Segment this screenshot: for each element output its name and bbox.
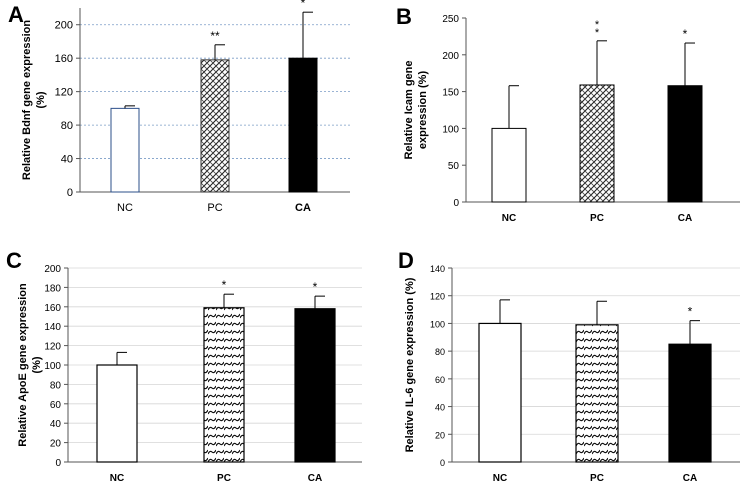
y-tick-label: 60 — [435, 375, 445, 385]
significance-marker: * — [313, 280, 318, 294]
category-label: CA — [678, 213, 692, 224]
y-tick-label: 40 — [61, 154, 73, 166]
category-label: NC — [502, 213, 516, 224]
panel-a: A 0 40 80 120 160 200 Relative Bdnf gene expres… — [8, 0, 350, 214]
significance-marker: * — [688, 305, 693, 319]
category-label: NC — [117, 202, 133, 214]
bar-nc — [96, 364, 138, 463]
bar-pc — [579, 84, 615, 203]
y-tick-label: 80 — [435, 347, 445, 357]
y-axis-label-line: expression (%) — [417, 71, 429, 150]
panel-b: B 0 50 100 150 200 250 Relative Icam gene expres… — [396, 4, 740, 224]
y-tick-label: 180 — [44, 283, 61, 294]
category-label: CA — [683, 473, 697, 484]
significance-marker: * — [595, 19, 600, 31]
y-tick-label: 60 — [50, 400, 62, 411]
y-axis-label: Relative Icam gene expression (%) — [403, 60, 429, 159]
y-axis-label-line: Relative ApoE gene expression — [17, 283, 29, 447]
y-axis-label: Relative ApoE gene expression (%) — [17, 283, 43, 447]
y-tick-label: 40 — [50, 419, 62, 430]
y-tick-label: 120 — [430, 292, 445, 302]
bar-ca — [294, 308, 336, 463]
y-tick-label: 0 — [55, 458, 61, 469]
bar-nc — [491, 127, 527, 203]
bar-nc — [478, 322, 522, 463]
significance-marker: ** — [210, 29, 220, 43]
y-tick-label: 100 — [44, 361, 61, 372]
y-tick-label: 40 — [435, 403, 445, 413]
y-tick-label: 250 — [442, 14, 459, 25]
category-label: PC — [590, 473, 604, 484]
y-tick-label: 0 — [67, 187, 73, 199]
y-tick-label: 150 — [442, 88, 459, 99]
y-tick-label: 160 — [44, 303, 61, 314]
y-tick-label: 120 — [55, 87, 73, 99]
y-axis-label: Relative Bdnf gene expression (%) — [21, 20, 47, 180]
y-tick-label: 100 — [430, 319, 445, 329]
bar-pc — [203, 307, 245, 463]
significance-marker: * — [301, 0, 306, 10]
panel-label: C — [6, 248, 22, 273]
category-label: PC — [207, 202, 222, 214]
y-tick-label: 20 — [435, 430, 445, 440]
y-axis-label-line: (%) — [35, 91, 47, 108]
category-label: PC — [590, 213, 604, 224]
bar-nc — [110, 107, 140, 193]
category-label: CA — [308, 473, 322, 484]
y-tick-label: 20 — [50, 439, 62, 450]
panel-label: D — [398, 248, 414, 273]
bar-ca — [668, 343, 712, 463]
category-label: NC — [493, 473, 507, 484]
y-tick-label: 0 — [453, 198, 459, 209]
category-label: NC — [110, 473, 124, 484]
y-axis-label-line: Relative IL-6 gene expression (%) — [404, 277, 416, 452]
bar-pc — [575, 324, 619, 463]
category-label: CA — [295, 202, 311, 214]
y-tick-label: 0 — [440, 458, 445, 468]
y-tick-label: 200 — [442, 51, 459, 62]
y-tick-label: 120 — [44, 342, 61, 353]
panel-d: D 0 20 40 60 80 100 120 140 Relative IL-6 gene ex… — [398, 248, 740, 484]
y-tick-label: 50 — [448, 161, 460, 172]
significance-marker: * — [683, 27, 688, 41]
significance-marker: * — [595, 27, 600, 39]
bar-ca — [667, 85, 703, 203]
y-tick-label: 200 — [44, 264, 61, 275]
y-tick-label: 140 — [430, 264, 445, 274]
y-tick-label: 100 — [442, 124, 459, 135]
y-tick-label: 80 — [61, 120, 73, 132]
category-label: PC — [217, 473, 231, 484]
panel-label: A — [8, 2, 24, 27]
significance-marker: * — [222, 278, 227, 292]
y-tick-label: 200 — [55, 20, 73, 32]
y-axis-label-line: (%) — [31, 356, 43, 373]
bar-pc — [200, 59, 230, 193]
y-tick-label: 80 — [50, 380, 62, 391]
panel-label: B — [396, 4, 412, 29]
y-axis-label-line: Relative Bdnf gene expression — [21, 20, 33, 180]
y-axis-label-line: Relative Icam gene — [403, 60, 415, 159]
bar-ca — [288, 57, 318, 193]
y-tick-label: 140 — [44, 322, 61, 333]
y-axis-label: Relative IL-6 gene expression (%) — [404, 277, 416, 452]
y-tick-label: 160 — [55, 53, 73, 65]
